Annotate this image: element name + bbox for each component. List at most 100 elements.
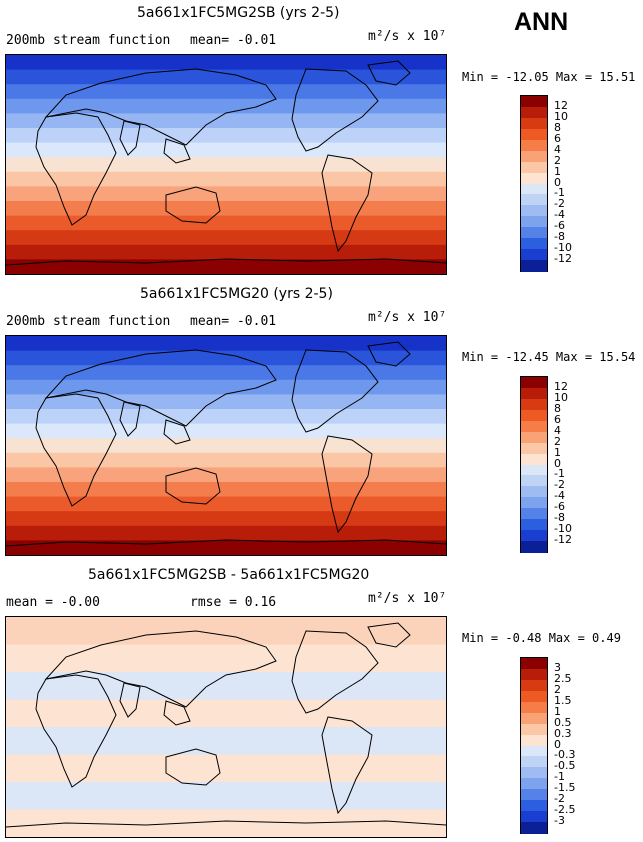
coastline xyxy=(291,630,379,714)
colorbar-swatch xyxy=(521,420,547,433)
colorbar-tick-label: 1 xyxy=(554,445,561,459)
colorbar-swatch xyxy=(521,690,547,703)
coastline xyxy=(119,401,141,437)
coastline xyxy=(165,748,221,786)
map-band xyxy=(6,157,446,173)
panel-1-mean: mean= -0.01 xyxy=(190,33,277,48)
colorbar-tick-label: 0 xyxy=(554,175,561,189)
colorbar-swatch xyxy=(521,745,547,757)
colorbar-swatch xyxy=(521,530,547,542)
colorbar-swatch xyxy=(521,712,547,725)
colorbar-tick-label: 2.5 xyxy=(554,671,572,685)
colorbar-swatch xyxy=(521,541,547,553)
map-band xyxy=(6,215,446,232)
colorbar-swatch xyxy=(521,453,547,465)
colorbar-swatch xyxy=(521,117,547,130)
colorbar-tick-label: 1.5 xyxy=(554,693,572,707)
coastline xyxy=(119,682,141,718)
map-band xyxy=(6,452,446,469)
colorbar-swatch xyxy=(521,800,547,812)
colorbar-tick-label: -6 xyxy=(554,500,565,514)
colorbar-swatch xyxy=(521,519,547,531)
coastline xyxy=(6,820,446,828)
colorbar-swatch xyxy=(521,183,547,195)
coastline xyxy=(44,349,277,427)
colorbar-tick-label: -2 xyxy=(554,197,565,211)
season-label: ANN xyxy=(514,8,569,36)
colorbar-swatch xyxy=(521,767,547,779)
coastline xyxy=(291,349,379,433)
coastline xyxy=(44,630,277,708)
colorbar-tick-label: 1 xyxy=(554,164,561,178)
colorbar-tick-label: 0.5 xyxy=(554,715,572,729)
colorbar-tick-label: -12 xyxy=(554,252,572,266)
map-band xyxy=(6,113,446,129)
coastline xyxy=(367,622,411,648)
colorbar-tick-label: -0.3 xyxy=(554,748,576,762)
colorbar-tick-label: -2 xyxy=(554,792,565,806)
colorbar-swatch xyxy=(521,377,547,389)
map-band xyxy=(6,186,446,202)
colorbar-swatch xyxy=(521,172,547,184)
colorbar-swatch xyxy=(521,96,547,108)
colorbar-swatch xyxy=(521,387,547,400)
map-band xyxy=(6,336,446,352)
colorbar-swatch xyxy=(521,216,547,228)
colorbar-tick-label: -2.5 xyxy=(554,803,576,817)
colorbar-tick-label: 2 xyxy=(554,153,561,167)
colorbar-tick-label: 8 xyxy=(554,401,561,415)
map-band xyxy=(6,55,446,71)
panel-2-title: 5a661x1FC5MG20 (yrs 2-5) xyxy=(140,286,333,302)
coastline xyxy=(165,186,221,224)
colorbar-tick-label: 2 xyxy=(554,682,561,696)
panel-3-title: 5a661x1FC5MG2SB - 5a661x1FC5MG20 xyxy=(88,567,370,583)
panel-3-mean: mean = -0.00 xyxy=(6,595,100,610)
map-band xyxy=(6,644,446,673)
colorbar-tick-label: -0.5 xyxy=(554,759,576,773)
colorbar-tick-label: 4 xyxy=(554,423,561,437)
panel-2-map xyxy=(5,335,447,556)
colorbar-swatch xyxy=(521,668,547,681)
panel-1-colorbar xyxy=(520,95,548,272)
colorbar-swatch xyxy=(521,679,547,692)
map-band xyxy=(6,525,446,542)
colorbar-swatch xyxy=(521,139,547,152)
colorbar-swatch xyxy=(521,249,547,261)
map-band xyxy=(6,438,446,454)
panel-1-minmax: Min = -12.05 Max = 15.51 xyxy=(462,70,636,84)
colorbar-tick-label: -8 xyxy=(554,511,565,525)
colorbar-tick-label: -10 xyxy=(554,522,572,536)
colorbar-swatch xyxy=(521,431,547,444)
colorbar-tick-label: -1 xyxy=(554,186,565,200)
colorbar-swatch xyxy=(521,194,547,206)
panel-1-map xyxy=(5,54,447,275)
colorbar-tick-label: 3 xyxy=(554,660,561,674)
map-band xyxy=(6,617,446,646)
colorbar-swatch xyxy=(521,789,547,801)
map-band xyxy=(6,244,446,261)
map-band xyxy=(6,259,446,274)
colorbar-tick-label: -1.5 xyxy=(554,781,576,795)
colorbar-swatch xyxy=(521,227,547,239)
coastline xyxy=(367,341,411,367)
map-band xyxy=(6,511,446,527)
colorbar-tick-label: -12 xyxy=(554,533,572,547)
coastline xyxy=(163,419,191,445)
coastline xyxy=(321,435,373,534)
panel-2-units: m²/s x 10⁷ xyxy=(368,310,447,325)
coastline xyxy=(6,258,446,266)
colorbar-tick-label: 8 xyxy=(554,120,561,134)
coastline xyxy=(44,68,277,146)
colorbar-swatch xyxy=(521,150,547,163)
coastline xyxy=(163,138,191,164)
coastline xyxy=(35,674,117,788)
coastline xyxy=(367,60,411,86)
coastline xyxy=(6,539,446,547)
colorbar-tick-label: -3 xyxy=(554,814,565,828)
colorbar-swatch xyxy=(521,734,547,746)
map-band xyxy=(6,727,446,756)
map-band xyxy=(6,84,446,100)
colorbar-swatch xyxy=(521,497,547,509)
map-band xyxy=(6,69,446,86)
colorbar-swatch xyxy=(521,811,547,823)
